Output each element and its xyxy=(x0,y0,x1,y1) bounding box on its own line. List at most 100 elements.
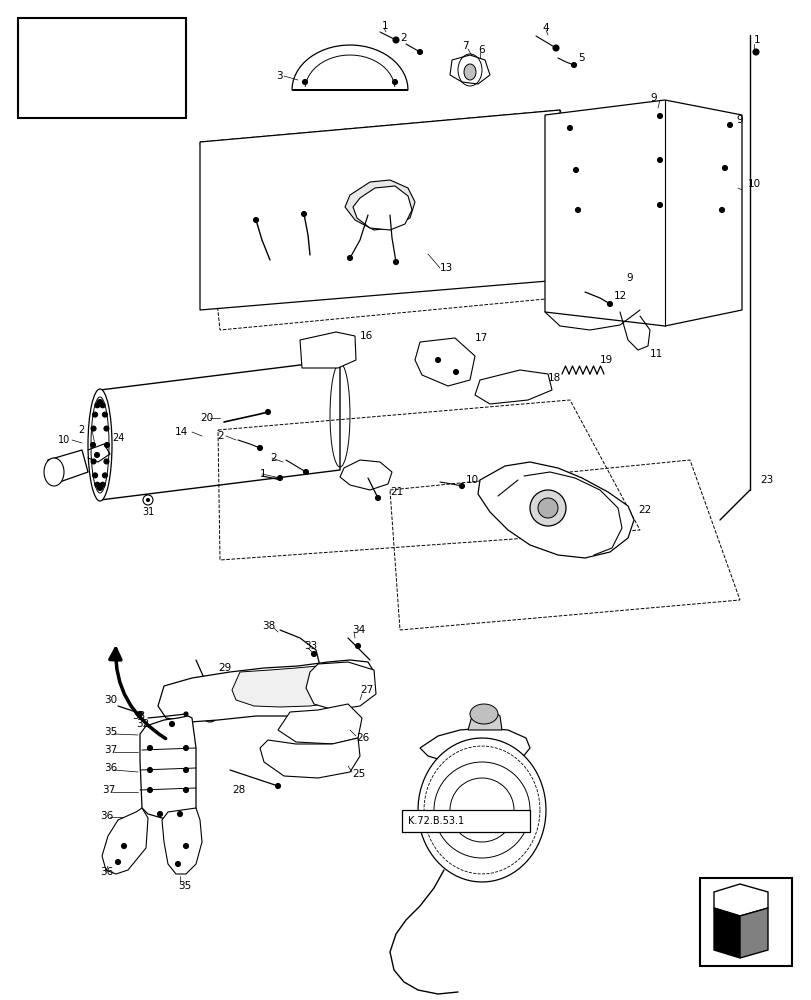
Circle shape xyxy=(104,426,109,431)
Text: 2: 2 xyxy=(78,425,84,435)
Circle shape xyxy=(90,442,96,448)
Text: 9: 9 xyxy=(625,273,632,283)
Text: 1: 1 xyxy=(260,469,266,479)
Text: 35: 35 xyxy=(104,727,117,737)
Circle shape xyxy=(303,470,308,475)
Circle shape xyxy=(453,369,458,374)
Ellipse shape xyxy=(470,704,497,724)
Ellipse shape xyxy=(202,706,217,722)
Text: 25: 25 xyxy=(351,769,365,779)
Polygon shape xyxy=(544,100,741,326)
Text: 11: 11 xyxy=(649,349,663,359)
Circle shape xyxy=(303,80,307,85)
Circle shape xyxy=(183,787,188,792)
Text: 2: 2 xyxy=(270,453,277,463)
Text: 20: 20 xyxy=(200,413,212,423)
Text: 36: 36 xyxy=(104,763,117,773)
Circle shape xyxy=(719,208,723,213)
Polygon shape xyxy=(306,662,375,710)
Circle shape xyxy=(148,746,152,750)
Text: 7: 7 xyxy=(461,41,468,51)
Polygon shape xyxy=(292,45,407,90)
Ellipse shape xyxy=(463,64,475,80)
Text: 26: 26 xyxy=(355,733,369,743)
Text: 18: 18 xyxy=(547,373,560,383)
Text: 22: 22 xyxy=(637,505,650,515)
Circle shape xyxy=(184,712,188,716)
Polygon shape xyxy=(474,370,551,404)
Circle shape xyxy=(102,473,107,478)
Ellipse shape xyxy=(88,389,112,501)
Text: 9: 9 xyxy=(735,115,742,125)
Circle shape xyxy=(100,482,105,487)
Polygon shape xyxy=(414,338,474,386)
Text: 29: 29 xyxy=(217,663,231,673)
Polygon shape xyxy=(713,908,739,958)
Circle shape xyxy=(122,843,127,848)
Bar xyxy=(401,810,530,832)
Circle shape xyxy=(91,426,96,431)
Polygon shape xyxy=(478,462,633,558)
Circle shape xyxy=(253,218,258,223)
Text: 2: 2 xyxy=(400,33,406,43)
Ellipse shape xyxy=(538,498,557,518)
Text: 9: 9 xyxy=(649,93,656,103)
Ellipse shape xyxy=(530,490,565,526)
Circle shape xyxy=(137,712,142,716)
Circle shape xyxy=(301,212,306,217)
Text: 36: 36 xyxy=(100,867,113,877)
Circle shape xyxy=(183,746,188,750)
Polygon shape xyxy=(345,180,414,230)
Circle shape xyxy=(393,37,398,43)
Circle shape xyxy=(178,811,182,816)
Polygon shape xyxy=(102,808,148,874)
Circle shape xyxy=(157,811,162,816)
Text: 24: 24 xyxy=(112,433,124,443)
Text: 10: 10 xyxy=(466,475,478,485)
Text: 38: 38 xyxy=(262,621,275,631)
Text: 35: 35 xyxy=(178,881,191,891)
Polygon shape xyxy=(340,460,392,490)
Polygon shape xyxy=(232,666,359,707)
Polygon shape xyxy=(260,738,359,778)
Circle shape xyxy=(257,446,262,450)
Circle shape xyxy=(104,459,109,464)
Text: 6: 6 xyxy=(478,45,484,55)
Circle shape xyxy=(183,843,188,848)
Circle shape xyxy=(459,484,464,488)
Circle shape xyxy=(92,412,97,417)
Circle shape xyxy=(102,412,107,417)
Text: 2: 2 xyxy=(217,431,224,441)
Polygon shape xyxy=(418,738,545,882)
Circle shape xyxy=(311,652,316,656)
Text: 12: 12 xyxy=(613,291,626,301)
Text: 37: 37 xyxy=(102,785,115,795)
Text: 3: 3 xyxy=(276,71,282,81)
Text: 33: 33 xyxy=(303,641,317,651)
Polygon shape xyxy=(713,884,767,916)
Text: 23: 23 xyxy=(759,475,772,485)
Circle shape xyxy=(657,158,662,163)
Polygon shape xyxy=(158,660,374,722)
Text: 32: 32 xyxy=(135,719,149,729)
Polygon shape xyxy=(200,110,560,310)
Polygon shape xyxy=(739,908,767,958)
Polygon shape xyxy=(299,332,355,368)
Circle shape xyxy=(657,202,662,208)
Circle shape xyxy=(573,168,577,173)
Ellipse shape xyxy=(44,458,64,486)
Circle shape xyxy=(183,767,188,772)
Text: 21: 21 xyxy=(389,487,403,497)
Polygon shape xyxy=(277,704,362,744)
Circle shape xyxy=(95,482,100,487)
Circle shape xyxy=(375,495,380,500)
Text: 31: 31 xyxy=(142,507,154,517)
Text: 5: 5 xyxy=(577,53,584,63)
Text: K.72.B.53.1: K.72.B.53.1 xyxy=(407,816,464,826)
Circle shape xyxy=(657,114,662,119)
Bar xyxy=(18,18,186,118)
Text: 27: 27 xyxy=(359,685,373,695)
Text: 1: 1 xyxy=(753,35,760,45)
Text: 28: 28 xyxy=(232,785,245,795)
Polygon shape xyxy=(139,716,195,818)
